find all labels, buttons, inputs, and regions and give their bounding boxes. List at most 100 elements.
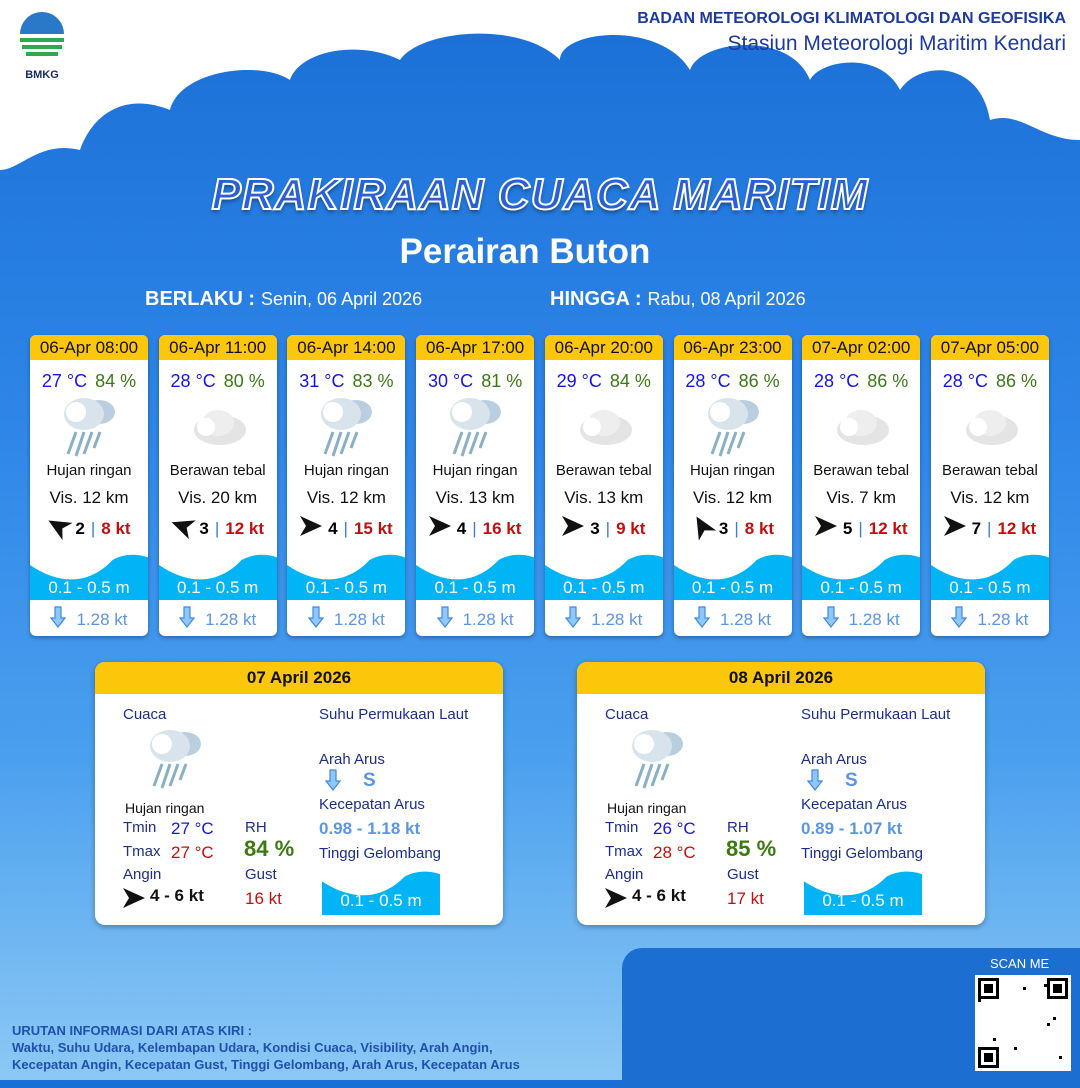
forecast-time: 07-Apr 05:00: [930, 335, 1049, 360]
overcast-cloud-icon: [159, 392, 277, 462]
visibility: Vis. 13 km: [564, 488, 644, 507]
air-temperature: 30 °C: [427, 371, 474, 391]
current-direction-arrow-icon: [324, 769, 342, 795]
wave-height-value: 0.1 - 0.5 m: [563, 578, 645, 597]
current-direction-label: Arah Arus: [319, 751, 385, 768]
light-rain-icon: [287, 392, 405, 462]
air-temperature: 27 °C: [41, 371, 88, 391]
current-direction-arrow-icon: [307, 606, 325, 633]
wind-direction-arrow-icon: [943, 516, 966, 541]
weather-condition: Berawan tebal: [555, 462, 652, 479]
wind-direction-arrow-icon: [605, 888, 627, 912]
qr-code[interactable]: [975, 975, 1071, 1071]
current-direction-arrow-icon: [822, 606, 839, 633]
gust-speed: 8 kt: [744, 518, 775, 538]
forecast-card: 06-Apr 08:00 27 °C 84 % Hujan ringan Vis.…: [30, 335, 148, 636]
valid-to: HINGGA : Rabu, 08 April 2026: [550, 288, 806, 311]
daily-date: 07 April 2026: [95, 662, 503, 694]
forecast-card: 07-Apr 05:00 28 °C 86 % Berawan tebal Vis…: [930, 335, 1049, 636]
current-speed-value: 0.89 - 1.07 kt: [801, 819, 903, 838]
wave-height-value: 0.1 - 0.5 m: [949, 578, 1031, 597]
wave-height: 0.1 - 0.5 m: [287, 550, 406, 600]
wind-speed: 5: [842, 518, 853, 538]
current-speed: 1.28 kt: [719, 609, 772, 629]
bmkg-logo: BMKG: [14, 12, 70, 81]
weather-condition: Hujan ringan: [46, 462, 132, 479]
wave-height-value: 0.1 - 0.5 m: [434, 578, 516, 597]
gust-speed: 8 kt: [101, 518, 131, 538]
footer-line: Waktu, Suhu Udara, Kelembapan Udara, Kon…: [12, 1040, 493, 1055]
valid-to-label: HINGGA :: [550, 288, 642, 310]
forecast-time: 06-Apr 14:00: [287, 335, 406, 360]
forecast-card: 06-Apr 20:00 29 °C 84 % Berawan tebal Vis…: [544, 335, 663, 636]
current-speed: 1.28 kt: [333, 609, 385, 629]
wave-height: 0.1 - 0.5 m: [158, 550, 277, 600]
weather-label: Cuaca: [605, 706, 649, 723]
tmax-value: 27 °C: [171, 843, 214, 862]
weather-condition: Hujan ringan: [607, 800, 687, 816]
forecast-card: 06-Apr 23:00 28 °C 86 % Hujan ringan Vis.…: [673, 335, 792, 636]
forecast-time: 07-Apr 02:00: [802, 335, 921, 360]
wind-direction-arrow-icon: [691, 516, 717, 541]
current-speed: 1.28 kt: [76, 609, 128, 629]
humidity: 84 %: [95, 371, 137, 391]
forecast-time: 06-Apr 17:00: [416, 335, 535, 360]
rh-label: RH: [245, 819, 267, 836]
light-rain-icon: [416, 392, 534, 462]
wind-range: 4 - 6 kt: [150, 886, 204, 905]
light-rain-icon: [140, 724, 210, 798]
forecast-time: 06-Apr 11:00: [158, 335, 277, 360]
gust-speed: 12 kt: [868, 518, 908, 538]
wind-range: 4 - 6 kt: [632, 886, 686, 905]
wave-height: 0.1 - 0.5 m: [804, 867, 922, 915]
humidity: 86 %: [867, 371, 909, 391]
visibility: Vis. 12 km: [950, 488, 1030, 507]
current-direction-arrow-icon: [50, 606, 67, 633]
gust-speed: 12 kt: [225, 518, 264, 538]
wave-height: 0.1 - 0.5 m: [673, 550, 792, 600]
gust-speed: 15 kt: [353, 518, 393, 538]
current-speed: 1.28 kt: [977, 609, 1029, 629]
visibility: Vis. 13 km: [435, 488, 515, 507]
page-subtitle: Perairan Buton: [399, 232, 651, 271]
wave-height: 0.1 - 0.5 m: [30, 550, 148, 600]
footer-legend: URUTAN INFORMASI DARI ATAS KIRI : Waktu,…: [12, 1022, 520, 1073]
current-speed-value: 0.98 - 1.18 kt: [319, 819, 421, 838]
wind-direction-arrow-icon: [300, 516, 323, 541]
visibility: Vis. 12 km: [692, 488, 773, 507]
humidity: 81 %: [481, 371, 523, 391]
valid-from-label: BERLAKU :: [145, 288, 255, 310]
logo-text: BMKG: [25, 69, 59, 81]
overcast-cloud-icon: [545, 392, 663, 462]
weather-condition: Berawan tebal: [813, 462, 910, 479]
daily-date: 08 April 2026: [577, 662, 985, 694]
wave-height: 0.1 - 0.5 m: [802, 550, 921, 600]
light-rain-icon: [674, 392, 792, 462]
current-direction-arrow-icon: [693, 606, 711, 633]
sst-label: Suhu Permukaan Laut: [801, 706, 951, 723]
daily-summary-panel: 07 April 2026 Cuaca Hujan ringan Tmin 27 …: [95, 662, 503, 925]
wave-height-value: 0.1 - 0.5 m: [48, 578, 130, 597]
humidity: 86 %: [738, 371, 780, 391]
wave-height-value: 0.1 - 0.5 m: [691, 578, 774, 597]
gust-label: Gust: [245, 866, 277, 883]
air-temperature: 31 °C: [299, 371, 345, 391]
gust-label: Gust: [727, 866, 759, 883]
humidity: 83 %: [352, 371, 394, 391]
humidity: 86 %: [995, 371, 1038, 391]
gust-value: 16 kt: [245, 889, 282, 908]
rh-label: RH: [727, 819, 749, 836]
current-direction-label: Arah Arus: [801, 751, 867, 768]
humidity: 80 %: [223, 371, 265, 391]
wind-direction-arrow-icon: [171, 516, 197, 541]
current-speed: 1.28 kt: [848, 609, 900, 629]
gust-speed: 16 kt: [482, 518, 522, 538]
visibility: Vis. 20 km: [178, 488, 258, 507]
valid-from: BERLAKU : Senin, 06 April 2026: [145, 288, 422, 311]
current-direction-arrow-icon: [806, 769, 824, 795]
weather-condition: Hujan ringan: [432, 462, 518, 479]
humidity: 84 %: [609, 371, 651, 391]
wind-speed: 2: [75, 518, 85, 538]
current-speed: 1.28 kt: [205, 609, 257, 629]
wave-height-label: Tinggi Gelombang: [801, 845, 924, 862]
